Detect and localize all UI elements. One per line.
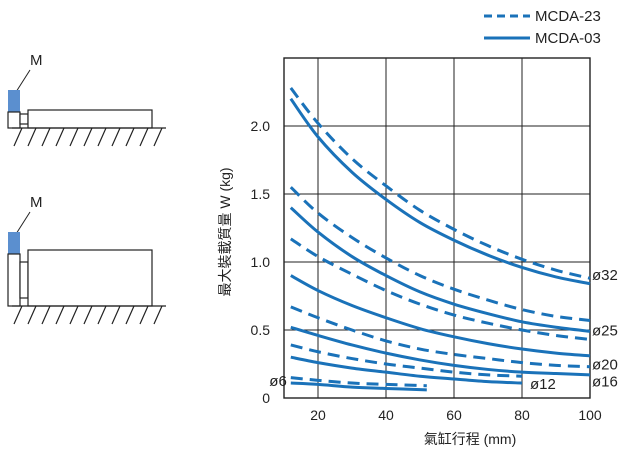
x-tick-label: 100: [578, 407, 602, 423]
series-line-bore32-mcda-23: [289, 87, 591, 280]
mass-label-bottom: M: [30, 194, 43, 211]
ground-hatch-top: [13, 127, 163, 147]
y-tick-labels: 0 0.5 1.0 1.5 2.0: [251, 118, 271, 406]
series-line-bore16-mcda-23: [290, 305, 591, 369]
mass-leader-bottom: [15, 211, 31, 235]
x-tick-labels: 20 40 60 80 100: [310, 407, 602, 423]
legend-solid-label: MCDA-03: [535, 30, 601, 47]
y-tick-label: 1.5: [251, 186, 271, 202]
series-line-bore20-mcda-23: [289, 237, 591, 342]
mass-leader-top: [15, 69, 31, 93]
ground-hatch-bottom: [13, 305, 163, 325]
y-tick-label: 1.0: [251, 254, 271, 270]
x-tick-label: 80: [514, 407, 530, 423]
series-line-bore20-mcda-03: [290, 274, 591, 358]
y-tick-label: 2.0: [251, 118, 271, 134]
y-tick-label: 0.5: [251, 322, 271, 338]
series-line-bore32-mcda-03: [289, 97, 591, 286]
series-line-bore25-mcda-03: [289, 206, 591, 333]
series-line-bore6-mcda-23: [290, 376, 427, 388]
grid: [283, 57, 591, 399]
end-plate-top: [7, 111, 21, 129]
plot-frame: [283, 57, 591, 399]
end-plate-bottom: [7, 253, 21, 307]
mass-label-top: M: [30, 52, 43, 69]
cylinder-body-bottom: [27, 249, 153, 307]
annotation-bore16: ø16: [592, 374, 618, 391]
series-line-bore16-mcda-03: [290, 325, 591, 377]
mass-block-bottom: [8, 232, 20, 254]
annotation-bore12: ø12: [530, 376, 556, 393]
annotation-bore25: ø25: [592, 322, 618, 339]
mounting-diagram-top: M: [7, 52, 166, 147]
rod-top: [19, 113, 29, 125]
mass-block-top: [8, 90, 20, 112]
rod-bottom: [19, 261, 29, 299]
annotation-bore32: ø32: [592, 267, 618, 284]
mounting-diagram-bottom: M: [7, 194, 166, 325]
x-tick-label: 20: [310, 407, 326, 423]
cylinder-body-top: [27, 109, 153, 129]
series-line-bore25-mcda-23: [289, 186, 591, 322]
series-lines: [289, 87, 591, 392]
series-line-bore6-mcda-03: [290, 381, 427, 392]
annotation-bore20: ø20: [592, 357, 618, 374]
legend-dashed-label: MCDA-23: [535, 8, 601, 25]
y-axis-title: 最大裝載質量 W (kg): [217, 167, 233, 296]
x-tick-label: 60: [446, 407, 462, 423]
x-axis-title: 氣缸行程 (mm): [424, 431, 517, 447]
series-line-bore12-mcda-23: [290, 343, 523, 378]
annotation-bore6: ø6: [269, 373, 287, 390]
series-line-bore12-mcda-03: [290, 355, 523, 385]
legend: MCDA-23 MCDA-03: [484, 8, 601, 47]
y-tick-label: 0: [262, 390, 270, 406]
x-tick-label: 40: [378, 407, 394, 423]
